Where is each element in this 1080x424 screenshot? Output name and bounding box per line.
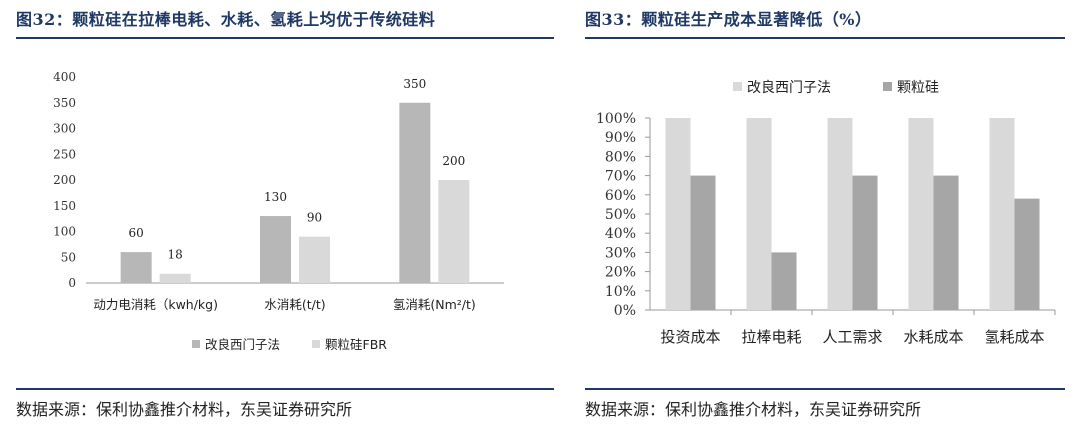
- figure-32-bottom-rule: [16, 388, 554, 390]
- legend-swatch-0: [733, 82, 742, 91]
- category-label-2: 人工需求: [822, 328, 882, 346]
- category-label-3: 水耗成本: [903, 328, 963, 346]
- legend-label-1: 颗粒硅: [897, 80, 939, 96]
- data-label-1-0: 18: [168, 248, 183, 262]
- bar-1-4: [1014, 198, 1040, 310]
- y-tick-label-6: 300: [53, 122, 76, 136]
- bar-0-3: [908, 118, 934, 310]
- y-tick-label-9: 90%: [605, 130, 636, 146]
- bar-1-0: [159, 273, 191, 283]
- figure-32-chart: 0 50 100 150 200 250 300 350 400 60 18 动力电消耗（kwh/kg…: [53, 70, 504, 352]
- figure-32-title: 图32：颗粒硅在拉棒电耗、水耗、氢耗上均优于传统硅料: [16, 10, 436, 29]
- legend-label-1: 颗粒硅FBR: [325, 337, 387, 352]
- category-label-0: 动力电消耗（kwh/kg): [93, 297, 218, 312]
- y-tick-label-1: 10%: [605, 284, 636, 300]
- figure-33-bottom-rule: [585, 388, 1065, 390]
- figure-33-top-rule: [585, 37, 1065, 39]
- data-label-1-2: 200: [442, 154, 465, 168]
- figure-32-top-rule: [16, 37, 554, 39]
- y-tick-label-8: 400: [53, 70, 76, 84]
- figure-33-title: 图33：颗粒硅生产成本显著降低（%）: [585, 10, 872, 29]
- figure-32-panel: 图32：颗粒硅在拉棒电耗、水耗、氢耗上均优于传统硅料 0 50 100 150 200 2…: [16, 0, 554, 424]
- y-tick-label-5: 250: [53, 147, 76, 161]
- legend-swatch-1: [312, 340, 320, 348]
- y-tick-label-5: 50%: [605, 207, 636, 223]
- y-tick-label-3: 30%: [605, 245, 636, 261]
- y-tick-label-4: 200: [53, 173, 76, 187]
- category-label-1: 拉棒电耗: [741, 328, 801, 346]
- bar-0-4: [989, 118, 1015, 310]
- y-tick-label-3: 150: [53, 199, 76, 213]
- figure-32-source: 数据来源：保利协鑫推介材料，东吴证券研究所: [16, 400, 353, 419]
- y-tick-label-1: 50: [61, 250, 76, 264]
- bar-0-2: [827, 118, 853, 310]
- y-tick-label-0: 0: [68, 276, 76, 290]
- category-label-2: 氢消耗(Nm²/t): [393, 297, 476, 312]
- y-tick-label-0: 0%: [614, 303, 636, 319]
- y-tick-label-2: 100: [53, 225, 76, 239]
- data-label-0-0: 60: [129, 226, 144, 240]
- y-tick-label-6: 60%: [605, 188, 636, 204]
- data-label-0-1: 130: [264, 190, 287, 204]
- bar-1-1: [299, 236, 330, 283]
- data-label-1-1: 90: [307, 211, 322, 225]
- y-tick-label-7: 350: [53, 96, 76, 110]
- bar-0-0: [665, 118, 691, 310]
- y-tick-label-8: 80%: [605, 149, 636, 165]
- legend-label-0: 改良西门子法: [747, 80, 831, 96]
- figure-33-chart: 0% 10% 20% 30% 40% 50% 60% 70% 80% 90% 100% 投资成本 拉棒电…: [596, 80, 1056, 346]
- category-label-4: 氢耗成本: [984, 328, 1044, 346]
- bar-1-2: [852, 175, 878, 310]
- bar-0-1: [260, 216, 291, 283]
- bar-1-1: [771, 252, 797, 310]
- data-label-0-2: 350: [403, 77, 426, 91]
- bar-0-1: [746, 118, 772, 310]
- bar-0-2: [399, 102, 431, 283]
- y-tick-label-7: 70%: [605, 169, 636, 185]
- legend-swatch-0: [192, 340, 200, 348]
- legend-swatch-1: [883, 82, 892, 91]
- bar-1-0: [690, 175, 716, 310]
- y-tick-label-2: 20%: [605, 265, 636, 281]
- figure-33-source: 数据来源：保利协鑫推介材料，东吴证券研究所: [585, 400, 922, 419]
- figure-33-panel: 图33：颗粒硅生产成本显著降低（%） 0% 10% 20% 30% 40% 50% 60% 7…: [585, 0, 1065, 424]
- bar-0-0: [120, 252, 152, 283]
- legend-label-0: 改良西门子法: [205, 337, 280, 352]
- y-tick-label-4: 40%: [605, 226, 636, 242]
- bar-1-2: [438, 180, 470, 283]
- category-label-1: 水消耗(t/t): [264, 297, 325, 312]
- bar-1-3: [933, 175, 959, 310]
- category-label-0: 投资成本: [660, 328, 720, 346]
- y-tick-label-10: 100%: [596, 111, 636, 127]
